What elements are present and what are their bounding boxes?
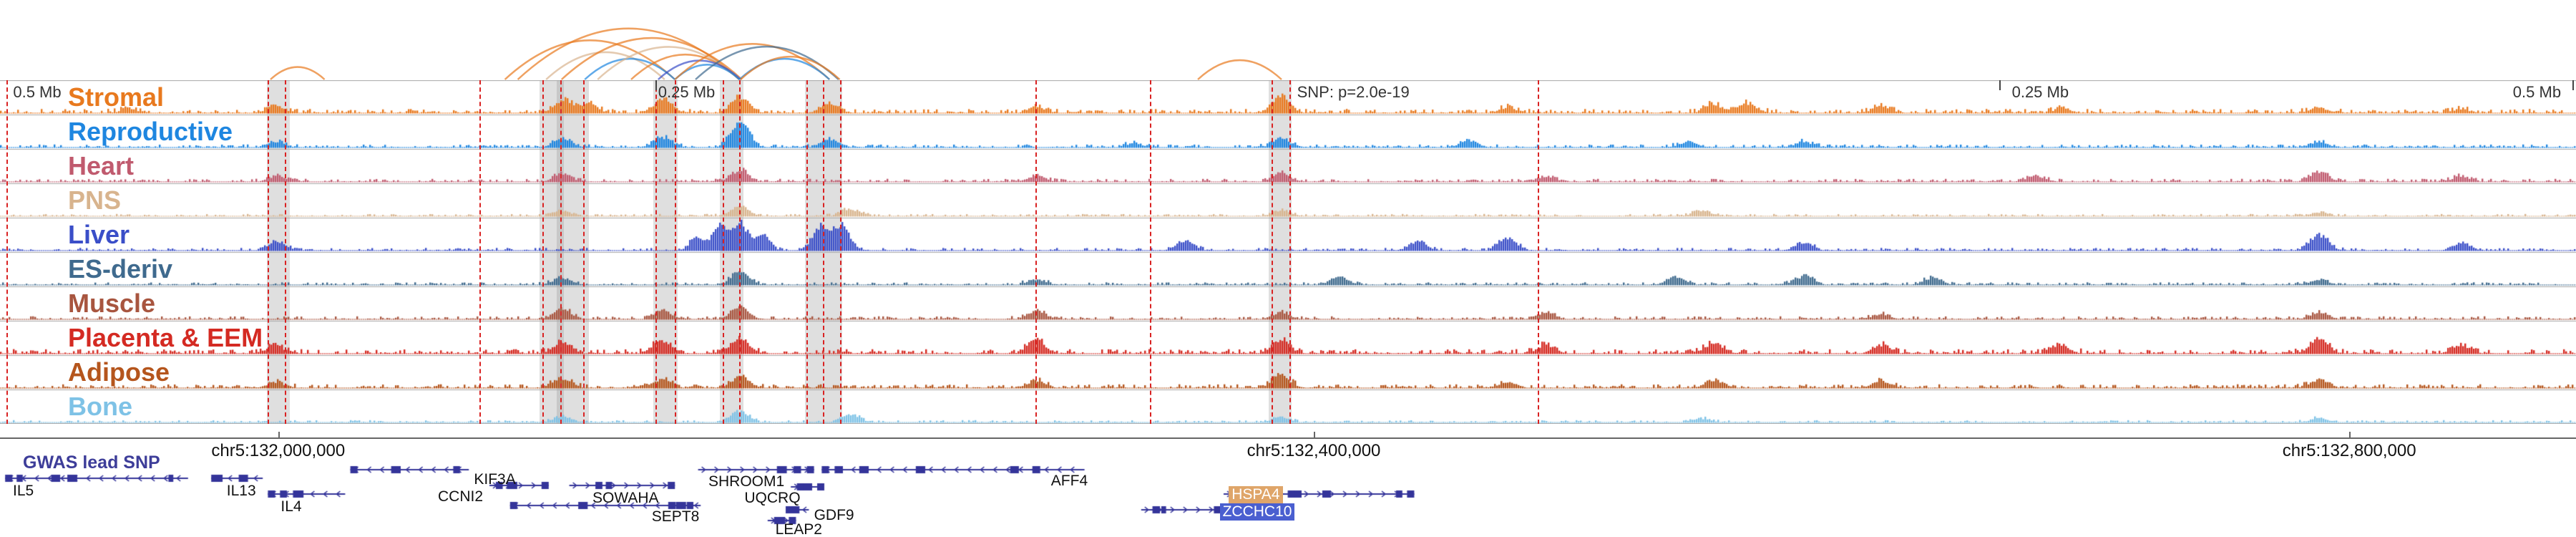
interaction-arc[interactable] (560, 37, 743, 80)
interaction-arcs-panel (270, 27, 1282, 80)
interaction-arc[interactable] (740, 55, 841, 80)
interaction-arc[interactable] (270, 66, 326, 80)
ruler-label: SNP: p=2.0e-19 (1297, 83, 1410, 101)
track-label-reproductive[interactable]: Reproductive (68, 117, 233, 146)
gene-label-zcchc10[interactable]: ZCCHC10 (1219, 503, 1295, 521)
interaction-arc[interactable] (545, 51, 665, 80)
gene-label-kif3a[interactable]: KIF3A (474, 471, 516, 488)
interaction-arc[interactable] (504, 39, 676, 80)
gene-label-il4[interactable]: IL4 (280, 498, 302, 515)
gene-label-shroom1[interactable]: SHROOM1 (708, 473, 785, 490)
gene-label-leap2[interactable]: LEAP2 (775, 521, 822, 537)
snp-dashed-line (655, 80, 658, 424)
axis-coordinate-label: chr5:132,400,000 (1246, 441, 1381, 460)
track-label-es-deriv[interactable]: ES-deriv (68, 254, 173, 284)
snp-dashed-line (1289, 80, 1291, 424)
track-label-placenta-eem[interactable]: Placenta & EEM (68, 323, 263, 352)
snp-dashed-line (1271, 80, 1273, 424)
track-label-heart[interactable]: Heart (68, 151, 135, 180)
snp-dashed-line (806, 80, 808, 424)
snp-dashed-line (1150, 80, 1152, 424)
snp-dashed-line (284, 80, 286, 424)
ruler-tick (2572, 80, 2574, 90)
track-label-pns[interactable]: PNS (68, 185, 122, 215)
snp-dashed-line (542, 80, 544, 424)
gene-label-sept8[interactable]: SEPT8 (651, 508, 700, 525)
interaction-arc[interactable] (1197, 59, 1282, 80)
track-label-bone[interactable]: Bone (68, 392, 132, 421)
snp-dashed-line (583, 80, 585, 424)
interaction-arc[interactable] (584, 57, 676, 80)
gene-label-hspa4[interactable]: HSPA4 (1229, 486, 1283, 504)
gene-track-canvas[interactable] (0, 462, 2576, 537)
ruler-label: 0.25 Mb (2011, 83, 2069, 101)
signal-tracks-canvas[interactable] (0, 80, 2576, 424)
snp-dashed-line (268, 80, 270, 424)
snp-dashed-line (479, 80, 481, 424)
axis-tick (1314, 432, 1315, 437)
axis-tick (278, 432, 280, 437)
snp-dashed-line (6, 80, 9, 424)
track-label-liver[interactable]: Liver (68, 220, 130, 249)
gene-label-aff4[interactable]: AFF4 (1050, 473, 1088, 489)
snp-dashed-line (1538, 80, 1540, 424)
axis-coordinate-label: chr5:132,800,000 (2282, 441, 2416, 460)
gene-label-sowaha[interactable]: SOWAHA (592, 490, 659, 506)
snp-dashed-line (722, 80, 724, 424)
axis-coordinate-label: chr5:132,000,000 (211, 441, 346, 460)
gene-label-il5[interactable]: IL5 (13, 483, 34, 499)
snp-dashed-line (675, 80, 677, 424)
track-label-stromal[interactable]: Stromal (68, 82, 165, 112)
ruler-label: 0.5 Mb (2512, 83, 2562, 101)
snp-dashed-line (1035, 80, 1038, 424)
snp-dashed-line (560, 80, 562, 424)
axis-tick (2349, 432, 2351, 437)
gene-label-il13[interactable]: IL13 (226, 483, 256, 499)
gwas-lead-snp-label: GWAS lead SNP (23, 453, 160, 473)
track-label-muscle[interactable]: Muscle (68, 289, 156, 318)
ruler-tick (1999, 80, 2001, 90)
snp-dashed-line (839, 80, 841, 424)
interaction-arc[interactable] (674, 43, 831, 80)
ruler-label: 0.25 Mb (658, 83, 716, 101)
snp-dashed-line (823, 80, 825, 424)
gene-label-gdf9[interactable]: GDF9 (814, 507, 854, 523)
gene-label-ccni2[interactable]: CCNI2 (438, 488, 484, 505)
ruler-tick (655, 80, 658, 90)
ruler-label: 0.5 Mb (13, 83, 62, 101)
snp-dashed-line (739, 80, 741, 424)
track-label-adipose[interactable]: Adipose (68, 357, 170, 387)
gene-label-uqcrq[interactable]: UQCRQ (744, 490, 801, 506)
coordinate-axis-line (0, 437, 2576, 439)
